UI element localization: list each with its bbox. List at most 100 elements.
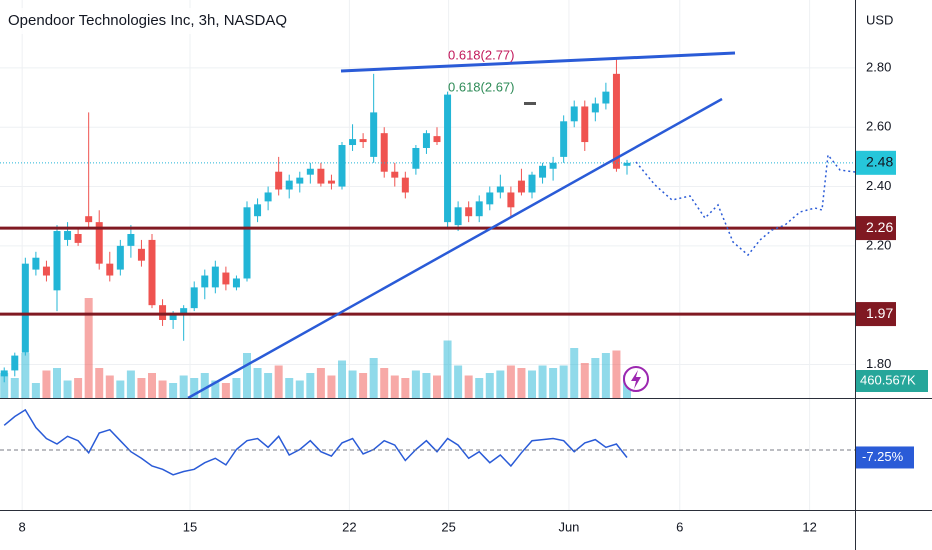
volume-bar [285, 378, 294, 398]
level-label: 2.26 [866, 219, 893, 235]
title-bg [0, 8, 285, 34]
volume-bar [306, 373, 315, 398]
x-tick-label: 12 [802, 519, 816, 534]
candle-body [190, 287, 198, 309]
candle-body [254, 204, 262, 217]
x-tick-label: 22 [342, 519, 356, 534]
volume-bar [359, 373, 368, 398]
oscillator-label-bg [856, 446, 914, 469]
volume-bar [369, 358, 378, 398]
level-label-bg [856, 302, 896, 327]
candle-body [137, 248, 145, 261]
candle-body [528, 174, 536, 193]
volume-bar [506, 365, 515, 398]
candle-body [264, 192, 272, 202]
y-tick-label: 2.40 [866, 178, 891, 193]
candle-body [401, 177, 409, 193]
grid [0, 0, 855, 510]
candle-body [444, 94, 452, 223]
candle-body [391, 171, 399, 178]
volume-bar [464, 375, 473, 398]
candle-body [359, 139, 367, 143]
x-tick-label: 25 [441, 519, 455, 534]
plot [0, 59, 855, 476]
last-price-label: 2.48 [866, 154, 893, 170]
volume-bar [496, 370, 505, 398]
y-tick-label: 2.60 [866, 119, 891, 134]
volume-bar [580, 363, 589, 398]
volume-bar [126, 370, 135, 398]
candle-body [285, 180, 293, 190]
volume-bar [475, 378, 484, 398]
candle-body [612, 73, 620, 169]
y-tick-label: 2.80 [866, 59, 891, 74]
volume-bar [63, 380, 72, 398]
candle-body [338, 145, 346, 187]
candle-body [296, 177, 304, 184]
volume-bar [190, 378, 199, 398]
volume-bar [559, 365, 568, 398]
volume-bar [274, 365, 283, 398]
volume-bar [390, 375, 399, 398]
candle-body [169, 314, 177, 321]
candle-body [591, 103, 599, 113]
volume-bar [485, 373, 494, 398]
candle-body [74, 233, 82, 243]
volume-bar [327, 375, 336, 398]
volume-bar [380, 368, 389, 398]
candle-body [21, 263, 29, 353]
volume-bar [443, 340, 452, 398]
candle-body [549, 162, 557, 169]
volume-bar [348, 370, 357, 398]
volume-bar [42, 370, 51, 398]
level-label-bg [856, 216, 896, 241]
volume-bar [31, 383, 40, 398]
candle-body [275, 171, 283, 190]
volume-bar [253, 368, 262, 398]
candle-body [370, 112, 378, 157]
candle-body [602, 91, 610, 104]
candle-body [349, 139, 357, 146]
candle-body [327, 180, 335, 184]
candle-body [486, 192, 494, 205]
candle-body [11, 355, 19, 371]
x-tick-label: Jun [558, 519, 579, 534]
volume-bar [0, 373, 9, 398]
x-tick-label: 6 [676, 519, 683, 534]
volume-bar [158, 380, 167, 398]
annotation: 0.618(2.67) [448, 79, 515, 94]
trend-line [187, 97, 723, 400]
candle-body [0, 370, 8, 377]
volume-bar [591, 358, 600, 398]
candle-body [306, 168, 314, 175]
candle-body [95, 222, 103, 264]
volume-bar [411, 370, 420, 398]
candle-body [116, 245, 124, 270]
volume-bar [21, 353, 30, 398]
volume-bar [137, 378, 146, 398]
candle-body [106, 263, 114, 276]
volume-label-bg [856, 370, 928, 392]
volume-bar [200, 373, 209, 398]
level-label: 1.97 [866, 305, 893, 321]
volume-bar [169, 383, 178, 398]
marker [524, 102, 536, 105]
candle-body [570, 106, 578, 122]
candle-body [243, 207, 251, 279]
candle-body [53, 231, 61, 291]
volume-bar [232, 378, 241, 398]
volume-bar [338, 360, 346, 398]
axis-panel [0, 510, 855, 550]
currency-label: USD [866, 12, 893, 27]
trend-line [340, 51, 736, 73]
candle-body [465, 207, 473, 217]
volume-label: 460.567K [860, 372, 916, 387]
oscillator-line [3, 408, 628, 476]
volume-bar [538, 365, 547, 398]
volume-bar [116, 380, 125, 398]
candle-body [222, 272, 230, 285]
y-tick-label: 1.80 [866, 356, 891, 371]
y-tick-label: 2.20 [866, 237, 891, 252]
candle-body [64, 231, 72, 240]
